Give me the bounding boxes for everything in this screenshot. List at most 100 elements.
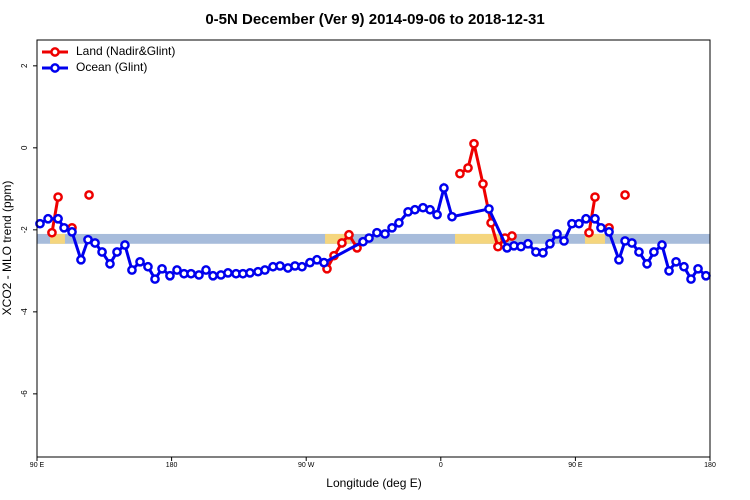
data-point <box>380 229 390 239</box>
data-point <box>559 236 569 246</box>
data-point <box>469 138 479 149</box>
data-point <box>43 213 53 224</box>
data-point <box>507 231 517 241</box>
data-point <box>523 238 533 249</box>
x-tick-label: 180 <box>166 462 178 469</box>
y-tick-label: -2 <box>20 226 29 234</box>
data-point <box>53 192 63 202</box>
x-tick-label: 0 <box>439 462 443 469</box>
data-point <box>604 227 614 237</box>
data-point <box>223 268 233 278</box>
surface-band-segment <box>455 233 505 244</box>
data-point <box>165 270 175 281</box>
data-point <box>686 274 696 284</box>
data-point <box>590 192 600 202</box>
data-point <box>671 256 681 267</box>
surface-band-segment <box>50 233 65 244</box>
data-point <box>455 168 465 179</box>
data-point <box>97 247 107 257</box>
data-point <box>90 238 100 248</box>
y-axis-label: XCO2 - MLO trend (ppm) <box>0 181 14 316</box>
data-point <box>649 247 659 257</box>
data-point <box>35 218 45 229</box>
x-tick-label: 90 E <box>568 462 583 469</box>
plot-area <box>35 138 711 284</box>
data-point <box>484 204 494 214</box>
data-point <box>135 256 145 267</box>
data-point <box>84 190 94 200</box>
data-point <box>127 265 137 275</box>
data-point <box>344 229 354 240</box>
data-point <box>297 261 307 272</box>
data-point <box>657 240 667 250</box>
data-point <box>186 268 196 279</box>
data-point <box>679 261 689 272</box>
data-point <box>394 218 404 228</box>
data-point <box>584 227 594 238</box>
data-point <box>590 213 600 224</box>
y-tick-label: 0 <box>20 145 29 150</box>
data-point <box>538 247 548 258</box>
data-point <box>620 190 630 200</box>
legend-marker <box>50 47 60 57</box>
chart-title: 0-5N December (Ver 9) 2014-09-06 to 2018… <box>205 11 544 28</box>
data-point <box>478 179 488 189</box>
x-tick-label: 90 W <box>298 462 315 469</box>
data-point <box>432 209 442 220</box>
data-point <box>387 222 397 233</box>
data-point <box>143 261 153 272</box>
data-point <box>337 238 347 248</box>
series-line <box>587 196 597 233</box>
x-tick-label: 180 <box>704 462 716 469</box>
series-line <box>50 196 60 233</box>
surface-band-segment <box>325 233 351 244</box>
data-point <box>275 261 285 271</box>
data-point <box>614 254 624 265</box>
data-point <box>372 227 382 238</box>
data-point <box>410 204 420 215</box>
data-point <box>319 257 329 268</box>
legend-label: Ocean (Glint) <box>76 60 147 74</box>
data-point <box>150 274 160 284</box>
data-point <box>552 229 562 239</box>
data-point <box>447 211 457 222</box>
data-point <box>664 265 674 276</box>
data-point <box>157 263 167 274</box>
data-point <box>545 238 555 249</box>
y-tick-label: 2 <box>20 63 29 68</box>
data-point <box>208 270 218 281</box>
data-point <box>581 213 591 224</box>
data-point <box>439 183 449 193</box>
legend: Land (Nadir&Glint) Ocean (Glint) <box>42 44 175 74</box>
data-point <box>105 259 115 269</box>
data-point <box>642 259 652 269</box>
legend-label: Land (Nadir&Glint) <box>76 44 175 58</box>
data-point <box>201 265 211 275</box>
surface-band-segment <box>584 233 606 244</box>
data-point <box>112 247 122 257</box>
data-point <box>425 204 435 215</box>
plot-frame <box>36 39 711 458</box>
data-point <box>245 268 255 278</box>
y-tick-label: -6 <box>20 390 29 398</box>
x-tick-label: 90 E <box>30 462 45 469</box>
data-point <box>172 265 182 275</box>
series-line <box>459 143 513 250</box>
data-point <box>260 265 270 275</box>
data-point <box>627 238 637 248</box>
data-point <box>194 270 204 280</box>
data-point <box>76 254 86 265</box>
data-point <box>59 222 69 233</box>
data-point <box>574 218 584 229</box>
data-point <box>120 240 130 250</box>
data-point <box>701 270 711 281</box>
y-tick-label: -4 <box>20 308 29 316</box>
data-point <box>364 233 374 243</box>
x-axis-label: Longitude (deg E) <box>326 476 421 490</box>
data-point <box>634 247 644 257</box>
data-point <box>693 263 703 274</box>
data-point <box>53 213 63 224</box>
data-point <box>463 163 473 173</box>
data-point <box>596 222 606 233</box>
